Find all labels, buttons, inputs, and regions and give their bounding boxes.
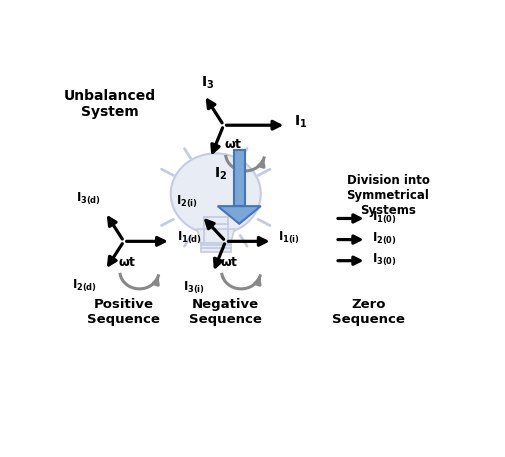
Text: $\mathbf{I_{3(0)}}$: $\mathbf{I_{3(0)}}$ [372, 251, 397, 268]
Text: $\mathbf{I_{3(d)}}$: $\mathbf{I_{3(d)}}$ [76, 191, 102, 207]
Text: $\mathbf{I_3}$: $\mathbf{I_3}$ [201, 75, 215, 91]
Text: $\mathbf{I_{2(i)}}$: $\mathbf{I_{2(i)}}$ [176, 194, 198, 211]
Polygon shape [218, 206, 261, 224]
Text: Negative
Sequence: Negative Sequence [189, 298, 262, 326]
Text: Division into
Symmetrical
Systems: Division into Symmetrical Systems [346, 174, 429, 217]
Text: $\mathbf{I_1}$: $\mathbf{I_1}$ [294, 113, 308, 130]
Text: $\mathbf{\omega t}$: $\mathbf{\omega t}$ [119, 256, 137, 269]
Text: $\mathbf{\omega t}$: $\mathbf{\omega t}$ [220, 256, 239, 269]
Text: $\mathbf{\omega t}$: $\mathbf{\omega t}$ [224, 138, 242, 151]
Text: Unbalanced
System: Unbalanced System [64, 89, 156, 119]
Text: $\mathbf{I_{1(d)}}$: $\mathbf{I_{1(d)}}$ [177, 229, 201, 246]
Text: Zero
Sequence: Zero Sequence [332, 298, 405, 326]
Circle shape [171, 154, 261, 234]
Text: $\mathbf{I_{1(i)}}$: $\mathbf{I_{1(i)}}$ [278, 229, 300, 246]
Polygon shape [201, 243, 231, 252]
Polygon shape [197, 229, 234, 243]
Polygon shape [234, 150, 245, 206]
Text: $\mathbf{I_{3(i)}}$: $\mathbf{I_{3(i)}}$ [183, 280, 205, 296]
Text: $\mathbf{I_2}$: $\mathbf{I_2}$ [214, 165, 227, 182]
Text: $\mathbf{I_{1(0)}}$: $\mathbf{I_{1(0)}}$ [372, 209, 397, 226]
Text: $\mathbf{I_{2(d)}}$: $\mathbf{I_{2(d)}}$ [72, 277, 97, 294]
Text: Positive
Sequence: Positive Sequence [87, 298, 160, 326]
Text: $\mathbf{I_{2(0)}}$: $\mathbf{I_{2(0)}}$ [372, 230, 397, 247]
